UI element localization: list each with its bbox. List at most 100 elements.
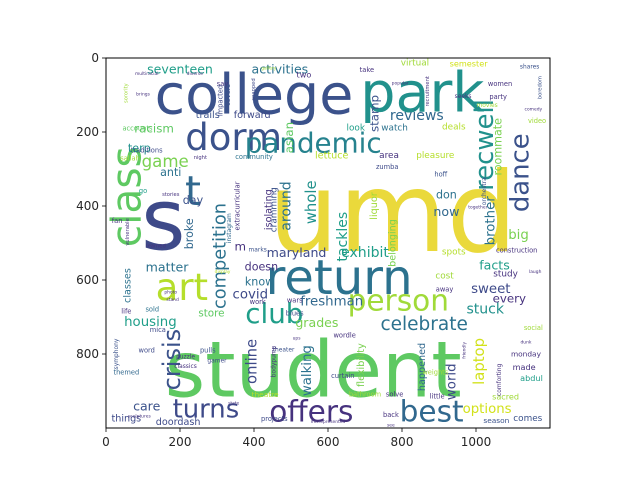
y-tick-label: 200 [76, 125, 99, 139]
cloud-word-construction: construction [496, 246, 537, 254]
cloud-word-college: college [155, 63, 354, 128]
cloud-word-see: see [387, 424, 395, 429]
cloud-word-take: take [360, 66, 374, 74]
cloud-word-reviews: reviews [390, 108, 444, 124]
cloud-word-word: word [139, 346, 155, 354]
cloud-word-stories: stories [162, 192, 180, 198]
cloud-word-shares: shares [520, 64, 539, 70]
cloud-word-covers: covers [224, 83, 232, 106]
cloud-word-every: every [493, 292, 526, 306]
cloud-word-friendly: friendly [461, 342, 467, 359]
cloud-word-trails: trails [196, 110, 220, 121]
cloud-word-movies: movies [476, 103, 497, 109]
cloud-word-made: made [513, 362, 536, 372]
cloud-word-don: don [436, 188, 457, 201]
cloud-word-boredom: boredom [538, 76, 544, 99]
cloud-word-dunk: dunk [520, 339, 531, 345]
cloud-word-facts: facts [479, 258, 510, 273]
x-tick-label: 1000 [461, 435, 492, 449]
cloud-word-classics: classics [174, 364, 197, 370]
cloud-word-big: big [508, 228, 529, 243]
cloud-word-pleasure: pleasure [416, 151, 454, 161]
cloud-word-liquor: liquor [369, 192, 380, 219]
cloud-word-curtain: curtain [331, 372, 354, 380]
cloud-word-now: now [433, 204, 459, 219]
cloud-word-asian: asian [282, 122, 296, 153]
y-axis: 0 200 400 600 800 [76, 51, 106, 361]
cloud-word-hoff: hoff [434, 171, 447, 179]
cloud-word-online: online [244, 339, 261, 384]
cloud-word-marks: marks [249, 247, 267, 253]
cloud-word-go: go [139, 187, 147, 195]
cloud-word-activities: activities [252, 62, 309, 77]
cloud-word-virtual: virtual [401, 59, 429, 69]
cloud-word-blues: blues [286, 309, 304, 317]
cloud-word-season: season [483, 416, 509, 425]
cloud-word-person: person [348, 283, 449, 317]
cloud-word-gallery: gallery [261, 66, 277, 72]
y-tick-label: 800 [76, 347, 99, 361]
cloud-word-terp: terp [128, 142, 151, 155]
cloud-word-s: s [141, 171, 185, 270]
cloud-word-wars: wars [287, 296, 303, 304]
cloud-word-life: life [121, 307, 131, 315]
cloud-word-sacred: sacred [492, 392, 519, 402]
cloud-word-day: day [183, 194, 204, 207]
cloud-word-look: look [347, 123, 366, 133]
cloud-word-club: club [245, 297, 303, 330]
cloud-word-two: two [297, 70, 312, 80]
cloud-word-store: store [198, 307, 224, 319]
cloud-word-away: away [436, 285, 454, 293]
cloud-word-monday: monday [511, 350, 542, 359]
x-tick-label: 200 [169, 435, 192, 449]
cloud-word-grades: grades [295, 315, 338, 330]
cloud-word-comes: comes [513, 414, 542, 424]
cloud-word-happened: happened [417, 343, 428, 391]
cloud-word-little: little [430, 393, 445, 401]
cloud-word-bodypump: bodypump [271, 345, 277, 377]
cloud-word-snapped: snapped [251, 78, 257, 100]
cloud-word-world: world [444, 363, 459, 400]
cloud-word-pulls: pulls [200, 346, 216, 354]
cloud-word-laugh: laugh [529, 269, 542, 275]
x-tick-label: 600 [317, 435, 340, 449]
cloud-word-stand: stand [166, 297, 179, 303]
cloud-word-deals: deals [442, 123, 466, 133]
cloud-word-freshman: freshman [300, 295, 363, 310]
cloud-word-celebrate: celebrate [380, 314, 467, 335]
cloud-word-whole: whole [303, 180, 320, 224]
cloud-word-things: things [111, 413, 141, 424]
y-tick-label: 400 [76, 199, 99, 213]
cloud-word-social: social [524, 324, 543, 332]
cloud-word-theater: theater [273, 347, 295, 353]
cloud-word-stamp: stamp [367, 95, 381, 132]
cloud-word-roommate: roommate [492, 118, 505, 176]
cloud-word-class: class [102, 146, 150, 247]
y-tick-label: 600 [76, 273, 99, 287]
cloud-word-study: study [493, 269, 518, 279]
cloud-word-display: display [215, 269, 231, 275]
cloud-word-brother: brother [483, 196, 498, 246]
cloud-word-theatre: theatre [252, 390, 279, 399]
cloud-word-isolating: isolating [263, 189, 274, 230]
cloud-word-turns: turns [173, 395, 240, 425]
cloud-word-solve: solve [386, 391, 403, 399]
cloud-word-ups: ups [293, 337, 302, 342]
cloud-word-seeks: seeks [455, 94, 472, 100]
cloud-word-flexibility: flexibility [356, 343, 367, 387]
x-axis: 0 200 400 600 800 1000 [102, 428, 491, 449]
cloud-word-zumba: zumba [376, 163, 399, 171]
cloud-word-instagram: instagram [227, 213, 233, 243]
cloud-word-return: return [266, 250, 413, 306]
y-tick-label: 0 [91, 51, 99, 65]
cloud-word-classes: classes [123, 268, 134, 303]
cloud-word-laptop: laptop [471, 338, 488, 385]
cloud-word-competition: competition [211, 203, 231, 309]
cloud-word-area: area [379, 151, 399, 161]
cloud-word-doesn: doesn [245, 261, 278, 274]
cloud-word-women: women [488, 80, 512, 88]
cloud-word-park: park [360, 61, 484, 126]
cloud-word-housing: housing [124, 315, 177, 330]
